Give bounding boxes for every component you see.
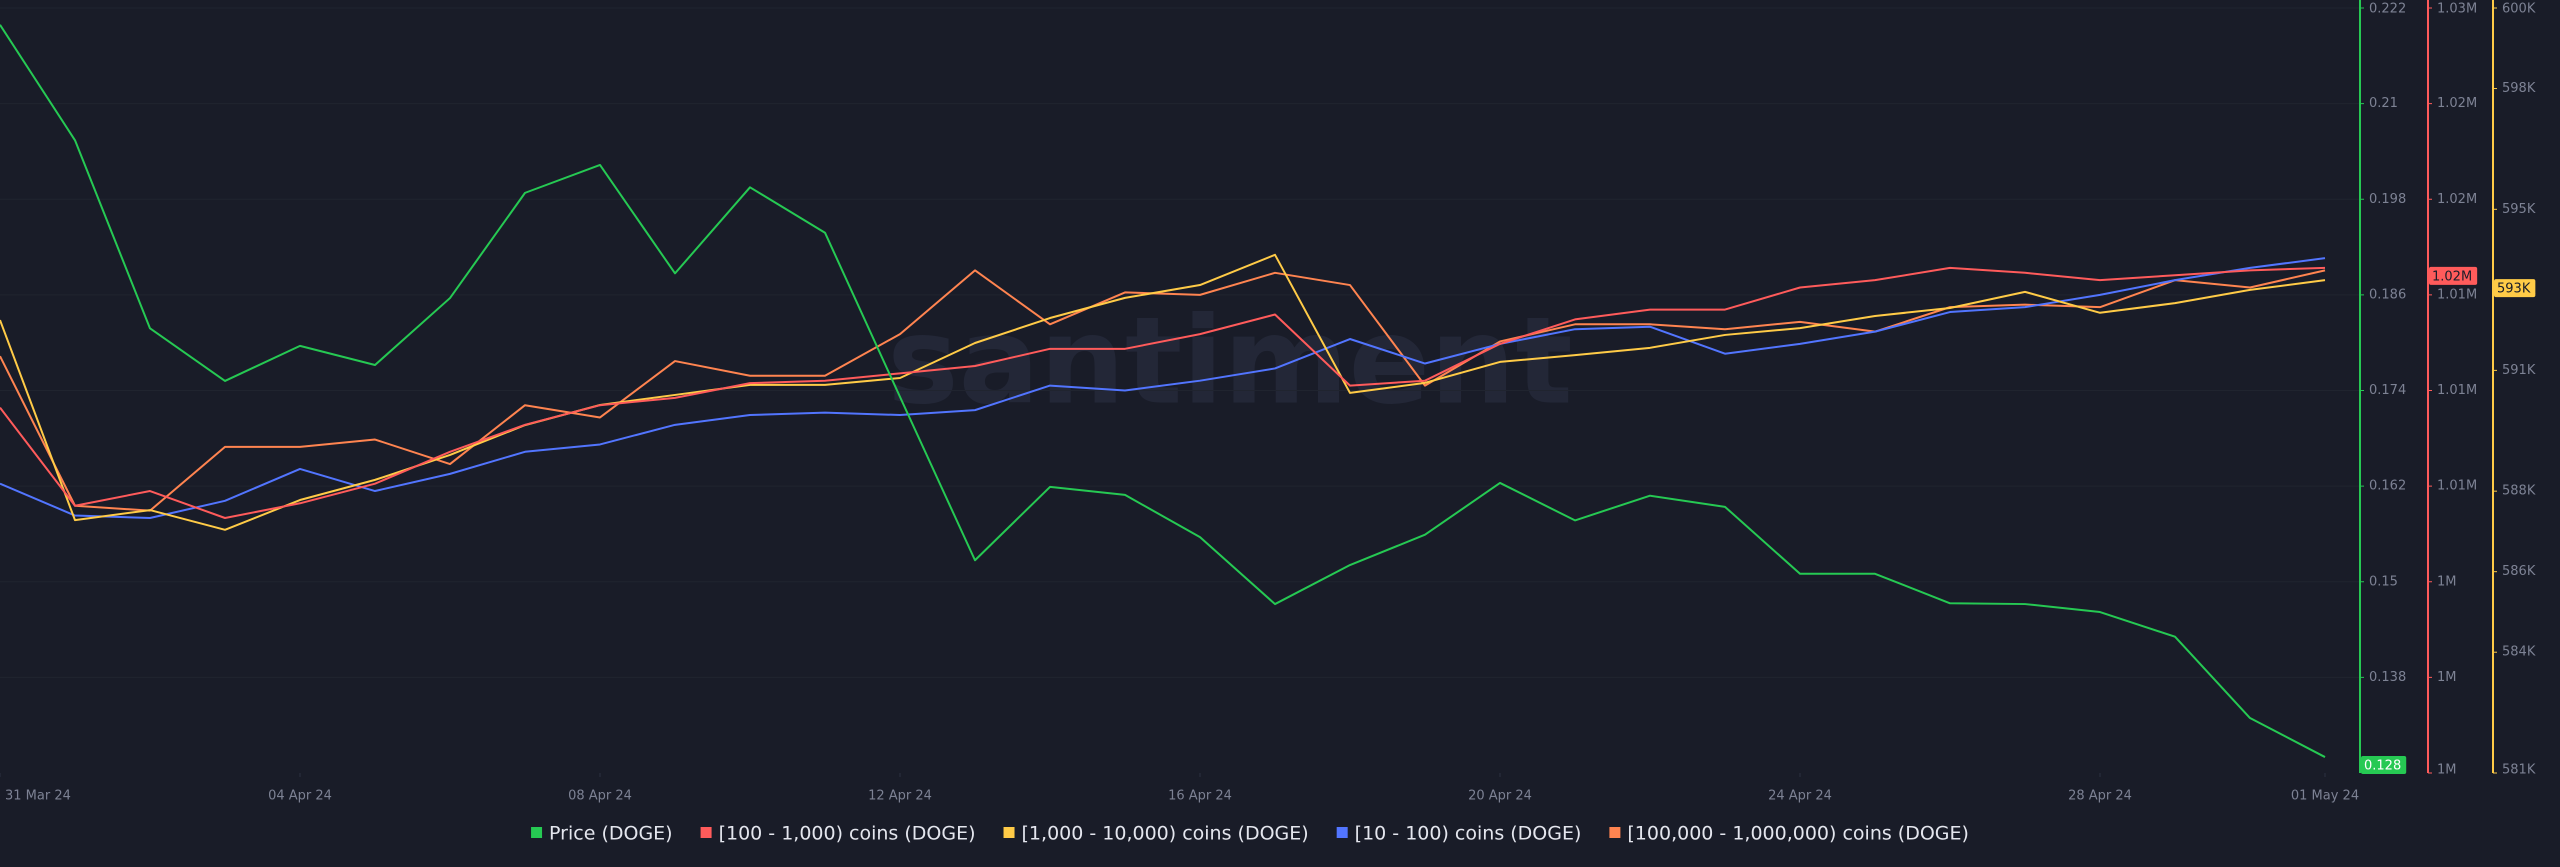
y-tick-label: 581K — [2502, 763, 2536, 778]
x-tick-label: 31 Mar 24 — [5, 789, 71, 804]
badge-bg — [2361, 756, 2407, 774]
legend-item: [10 - 100) coins (DOGE) — [1336, 823, 1582, 845]
x-tick-label: 01 May 24 — [2291, 789, 2359, 804]
legend-item: [100 - 1,000) coins (DOGE) — [700, 823, 976, 845]
badge-bg — [2494, 279, 2536, 298]
y-tick-label: 0.162 — [2369, 479, 2406, 494]
legend-swatch — [1336, 827, 1348, 838]
legend-label: [1,000 - 10,000) coins (DOGE) — [1022, 823, 1309, 845]
y-tick-label: 595K — [2502, 202, 2536, 217]
y-tick-label: 1.03M — [2437, 2, 2477, 17]
y-tick-label: 1.01M — [2437, 287, 2477, 302]
y-tick-label: 0.198 — [2369, 192, 2406, 207]
y-tick-label: 1.02M — [2437, 192, 2477, 207]
y-tick-label: 600K — [2502, 2, 2536, 17]
legend-item: Price (DOGE) — [531, 823, 673, 845]
y-tick-label: 588K — [2502, 484, 2536, 499]
y-tick-label: 1M — [2437, 574, 2457, 589]
y-tick-label: 0.222 — [2369, 2, 2406, 17]
x-tick-label: 28 Apr 24 — [2068, 789, 2132, 804]
watermark: santiment — [887, 293, 1573, 432]
y-tick-label: 0.174 — [2369, 383, 2406, 398]
y-tick-label: 591K — [2502, 363, 2536, 378]
x-tick-label: 16 Apr 24 — [1168, 789, 1232, 804]
x-tick-label: 24 Apr 24 — [1768, 789, 1832, 804]
y-tick-label: 1M — [2437, 670, 2457, 685]
x-tick-label: 12 Apr 24 — [868, 789, 932, 804]
legend-item: [100,000 - 1,000,000) coins (DOGE) — [1609, 823, 1969, 845]
y-tick-label: 1.01M — [2437, 383, 2477, 398]
badge-bg — [2429, 266, 2478, 285]
legend-swatch — [1003, 827, 1015, 838]
x-tick-label: 20 Apr 24 — [1468, 789, 1532, 804]
y-tick-label: 0.21 — [2369, 96, 2398, 111]
y-tick-label: 1.02M — [2437, 96, 2477, 111]
legend-label: Price (DOGE) — [549, 823, 673, 845]
value-badge: 1.02M — [2429, 266, 2478, 285]
legend-swatch — [1609, 827, 1621, 838]
legend-item: [1,000 - 10,000) coins (DOGE) — [1003, 823, 1309, 845]
series-line — [0, 257, 2326, 519]
legend-swatch — [531, 827, 543, 838]
legend-swatch — [700, 827, 712, 838]
badge-label: 593K — [2497, 282, 2531, 297]
y-tick-label: 0.15 — [2369, 574, 2398, 589]
series-line — [0, 269, 2326, 512]
value-badge: 0.128 — [2361, 756, 2407, 774]
y-tick-label: 0.186 — [2369, 287, 2406, 302]
value-badge: 593K — [2494, 279, 2536, 298]
y-tick-label: 0.138 — [2369, 670, 2406, 685]
legend: Price (DOGE) [100 - 1,000) coins (DOGE) [1… — [531, 823, 1969, 845]
series-line — [0, 266, 2326, 519]
legend-label: [100 - 1,000) coins (DOGE) — [719, 823, 976, 845]
x-tick-label: 04 Apr 24 — [268, 789, 332, 804]
y-tick-label: 586K — [2502, 564, 2536, 579]
legend-label: [10 - 100) coins (DOGE) — [1355, 823, 1582, 845]
y-tick-label: 1M — [2437, 763, 2457, 778]
y-tick-label: 584K — [2502, 645, 2536, 660]
badge-label: 1.02M — [2432, 269, 2472, 284]
badge-label: 0.128 — [2364, 759, 2401, 774]
series-line — [0, 253, 2326, 531]
x-tick-label: 08 Apr 24 — [568, 789, 632, 804]
legend-label: [100,000 - 1,000,000) coins (DOGE) — [1627, 823, 1969, 845]
series-line — [0, 24, 2326, 758]
y-tick-label: 598K — [2502, 81, 2536, 96]
y-tick-label: 1.01M — [2437, 479, 2477, 494]
